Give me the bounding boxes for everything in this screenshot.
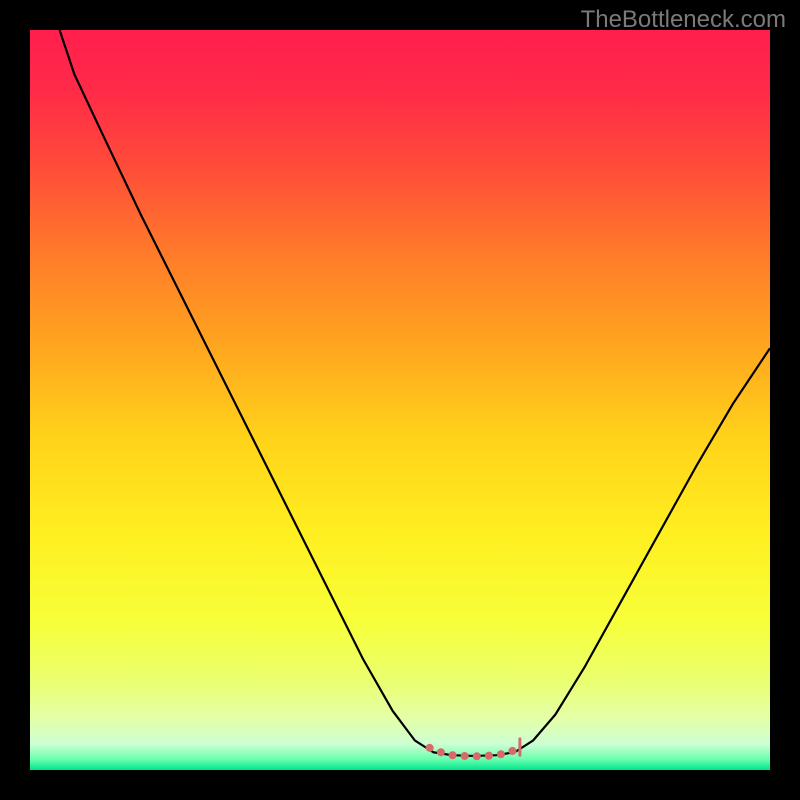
chart-stage: TheBottleneck.com: [0, 0, 800, 800]
watermark-text: TheBottleneck.com: [581, 6, 786, 34]
plot-svg: [30, 30, 770, 770]
plot-background: [30, 30, 770, 770]
